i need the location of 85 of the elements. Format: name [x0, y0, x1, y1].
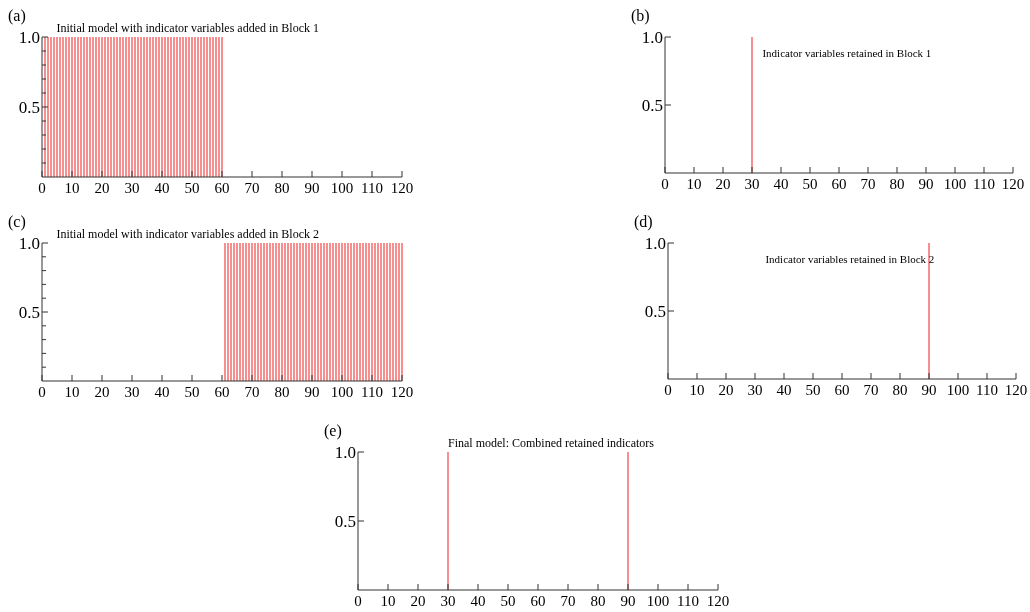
x-tick-label: 100	[943, 176, 967, 192]
x-tick-label: 40	[470, 593, 486, 609]
x-tick-label: 30	[744, 176, 760, 192]
x-tick-label: 70	[863, 382, 879, 398]
x-tick-label: 0	[38, 180, 46, 196]
x-tick-label: 70	[860, 176, 876, 192]
x-tick-label: 30	[124, 180, 140, 196]
x-tick-label: 80	[590, 593, 606, 609]
x-tick-label: 120	[390, 384, 414, 400]
x-tick-label: 80	[274, 384, 290, 400]
x-tick-label: 0	[664, 382, 672, 398]
x-tick-label: 10	[689, 382, 705, 398]
x-tick-label: 30	[747, 382, 763, 398]
x-tick-label: 110	[973, 176, 995, 192]
x-tick-label: 120	[1004, 382, 1028, 398]
x-tick-label: 60	[214, 180, 230, 196]
x-tick-label: 10	[686, 176, 702, 192]
x-tick-label: 100	[946, 382, 970, 398]
x-tick-label: 40	[154, 384, 170, 400]
x-tick-label: 110	[976, 382, 998, 398]
y-tick-label: 0.5	[644, 301, 666, 321]
y-tick-label: 0.5	[334, 511, 356, 531]
y-tick-label: 0.5	[641, 95, 663, 115]
x-tick-label: 90	[921, 382, 937, 398]
chart-title: Initial model with indicator variables added in Block 2	[56, 227, 320, 241]
x-tick-label: 60	[831, 176, 847, 192]
x-tick-label: 60	[834, 382, 850, 398]
x-tick-label: 50	[802, 176, 818, 192]
x-tick-label: 70	[244, 180, 260, 196]
text: (c)	[8, 213, 26, 231]
x-tick-label: 80	[892, 382, 908, 398]
text: (a)	[8, 7, 26, 25]
y-tick-label: 1.0	[18, 27, 40, 47]
x-tick-label: 100	[646, 593, 670, 609]
text: (e)	[324, 422, 342, 440]
y-tick-label: 1.0	[18, 233, 40, 253]
x-tick-label: 20	[718, 382, 734, 398]
x-tick-label: 50	[184, 384, 200, 400]
x-tick-label: 20	[94, 180, 110, 196]
x-tick-label: 10	[64, 384, 80, 400]
x-tick-label: 80	[889, 176, 905, 192]
x-tick-label: 40	[154, 180, 170, 196]
text: (d)	[634, 213, 653, 231]
y-tick-label: 0.5	[18, 302, 40, 322]
x-tick-label: 120	[706, 593, 730, 609]
y-tick-label: 1.0	[641, 27, 663, 47]
x-tick-label: 0	[661, 176, 669, 192]
x-tick-label: 40	[773, 176, 789, 192]
x-tick-label: 60	[214, 384, 230, 400]
x-tick-label: 90	[304, 180, 320, 196]
x-tick-label: 10	[64, 180, 80, 196]
chart-title: Final model: Combined retained indicators	[448, 436, 655, 450]
x-tick-label: 100	[330, 180, 354, 196]
text: Indicator variables retained in Block 1	[762, 47, 932, 59]
x-tick-label: 80	[274, 180, 290, 196]
y-tick-label: 0.5	[18, 97, 40, 117]
x-tick-label: 120	[1001, 176, 1025, 192]
x-tick-label: 100	[330, 384, 354, 400]
x-tick-label: 50	[805, 382, 821, 398]
x-tick-label: 110	[361, 384, 383, 400]
x-tick-label: 30	[440, 593, 456, 609]
x-tick-label: 90	[304, 384, 320, 400]
x-tick-label: 50	[500, 593, 516, 609]
x-tick-label: 40	[776, 382, 792, 398]
x-tick-label: 70	[560, 593, 576, 609]
x-tick-label: 20	[410, 593, 426, 609]
text: Indicator variables retained in Block 2	[765, 253, 935, 265]
x-tick-label: 0	[354, 593, 362, 609]
x-tick-label: 20	[715, 176, 731, 192]
x-tick-label: 90	[918, 176, 934, 192]
y-tick-label: 1.0	[334, 442, 356, 462]
x-tick-label: 0	[38, 384, 46, 400]
x-tick-label: 30	[124, 384, 140, 400]
x-tick-label: 90	[620, 593, 636, 609]
x-tick-label: 20	[94, 384, 110, 400]
y-tick-label: 1.0	[644, 233, 666, 253]
x-tick-label: 10	[380, 593, 396, 609]
x-tick-label: 110	[361, 180, 383, 196]
text: (b)	[631, 7, 650, 25]
x-tick-label: 60	[530, 593, 546, 609]
x-tick-label: 50	[184, 180, 200, 196]
x-tick-label: 120	[390, 180, 414, 196]
x-tick-label: 110	[677, 593, 699, 609]
chart-title: Initial model with indicator variables added in Block 1	[56, 21, 320, 35]
x-tick-label: 70	[244, 384, 260, 400]
